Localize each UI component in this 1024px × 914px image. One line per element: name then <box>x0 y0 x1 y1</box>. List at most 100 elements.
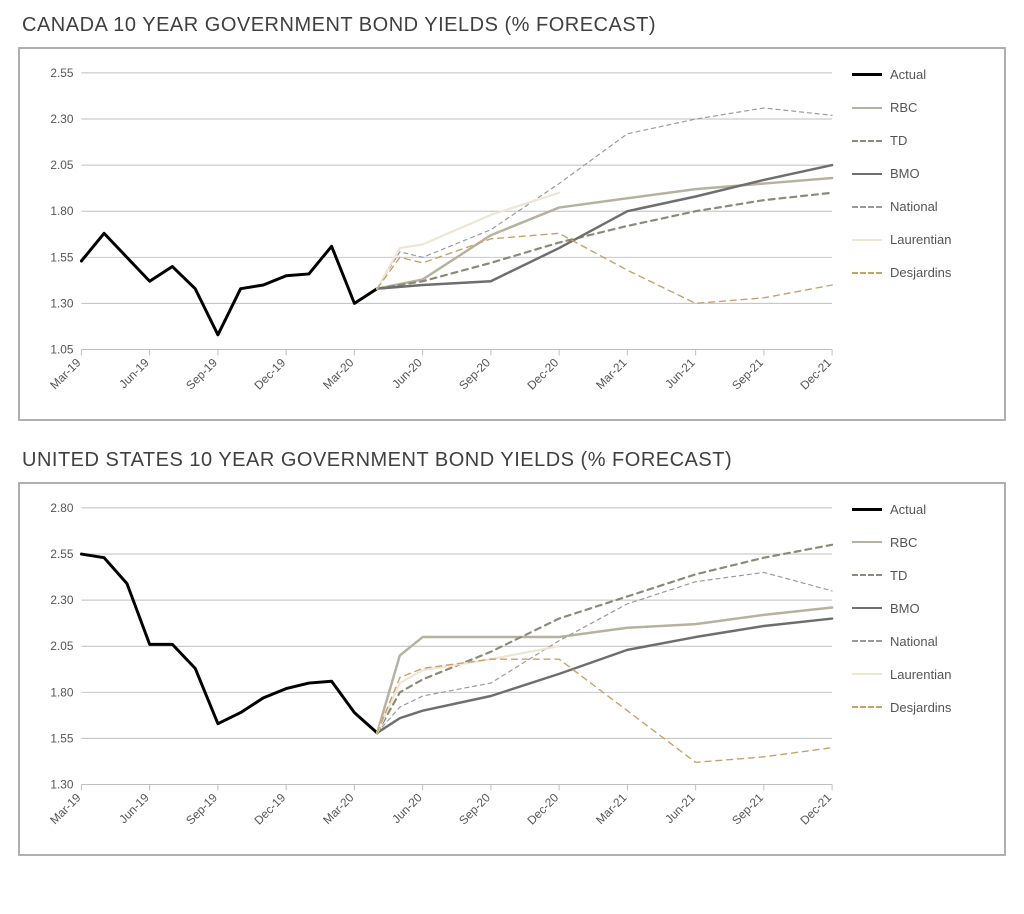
legend-item-rbc: RBC <box>852 100 992 115</box>
x-tick-label: Jun-21 <box>662 355 698 391</box>
y-tick-label: 2.05 <box>50 158 73 172</box>
y-tick-label: 2.55 <box>50 547 73 561</box>
y-tick-label: 2.05 <box>50 639 73 653</box>
series-line-bmo <box>377 618 832 732</box>
legend-swatch <box>852 140 882 142</box>
legend-label: National <box>890 199 938 214</box>
legend-item-bmo: BMO <box>852 166 992 181</box>
x-tick-label: Sep-19 <box>183 355 220 392</box>
legend-item-actual: Actual <box>852 67 992 82</box>
legend-label: Desjardins <box>890 265 951 280</box>
series-line-national <box>377 108 832 289</box>
legend-label: Actual <box>890 67 926 82</box>
legend-item-national: National <box>852 634 992 649</box>
series-line-laurentian <box>377 646 559 733</box>
chart-frame-canada: 1.05 1.30 1.55 1.80 2.05 2.30 2.55 Mar-19 Jun-19… <box>18 47 1006 421</box>
y-tick-label: 1.80 <box>50 204 73 218</box>
x-tick-label: Mar-19 <box>47 355 84 392</box>
legend-swatch <box>852 706 882 708</box>
legend-item-bmo: BMO <box>852 601 992 616</box>
x-tick-label: Dec-20 <box>524 790 561 827</box>
legend-label: RBC <box>890 100 917 115</box>
series-line-actual <box>81 233 377 334</box>
legend-swatch <box>852 607 882 609</box>
legend-item-laurentian: Laurentian <box>852 232 992 247</box>
y-tick-label: 2.30 <box>50 593 73 607</box>
x-tick-label: Dec-19 <box>251 790 288 827</box>
legend-swatch <box>852 239 882 241</box>
x-tick-label: Mar-21 <box>593 355 630 392</box>
x-tick-label: Jun-20 <box>389 355 425 391</box>
y-tick-label: 1.30 <box>50 296 73 310</box>
legend-label: Laurentian <box>890 667 951 682</box>
legend-swatch <box>852 73 882 76</box>
legend-item-td: TD <box>852 133 992 148</box>
legend-label: BMO <box>890 166 920 181</box>
legend-item-rbc: RBC <box>852 535 992 550</box>
legend-swatch <box>852 173 882 175</box>
legend-swatch <box>852 673 882 675</box>
x-tick-label: Sep-20 <box>456 790 493 827</box>
x-tick-label: Sep-21 <box>729 355 766 392</box>
y-tick-label: 1.05 <box>50 342 73 356</box>
series-line-laurentian <box>377 193 559 289</box>
legend-swatch <box>852 574 882 576</box>
legend-item-national: National <box>852 199 992 214</box>
series-line-rbc <box>377 178 832 289</box>
legend-item-td: TD <box>852 568 992 583</box>
legend-label: TD <box>890 133 907 148</box>
x-tick-label: Dec-20 <box>524 355 561 392</box>
y-tick-label: 2.55 <box>50 67 73 80</box>
legend-label: TD <box>890 568 907 583</box>
series-line-actual <box>81 554 377 733</box>
legend-item-laurentian: Laurentian <box>852 667 992 682</box>
x-tick-label: Dec-19 <box>251 355 288 392</box>
chart-block-canada: CANADA 10 YEAR GOVERNMENT BOND YIELDS (%… <box>18 14 1006 421</box>
x-tick-label: Sep-21 <box>729 790 766 827</box>
legend-label: Laurentian <box>890 232 951 247</box>
legend-us: Actual RBC TD BMO National Laurentian Desjardi… <box>842 502 992 846</box>
legend-item-desjardins: Desjardins <box>852 265 992 280</box>
legend-swatch <box>852 206 882 208</box>
x-tick-label: Sep-20 <box>456 355 493 392</box>
series-line-national <box>377 572 832 732</box>
x-tick-label: Mar-19 <box>47 790 84 827</box>
legend-label: Actual <box>890 502 926 517</box>
x-tick-label: Jun-21 <box>662 790 698 826</box>
legend-swatch <box>852 508 882 511</box>
chart-frame-us: 1.30 1.55 1.80 2.05 2.30 2.55 2.80 Mar-19 Jun-19… <box>18 482 1006 856</box>
x-tick-label: Mar-20 <box>320 355 357 392</box>
y-tick-label: 2.30 <box>50 112 73 126</box>
y-tick-label: 2.80 <box>50 502 73 515</box>
x-tick-label: Dec-21 <box>797 790 834 827</box>
x-tick-label: Mar-21 <box>593 790 630 827</box>
legend-label: RBC <box>890 535 917 550</box>
series-line-desjardins <box>377 659 832 762</box>
legend-label: BMO <box>890 601 920 616</box>
x-tick-label: Jun-19 <box>116 790 152 826</box>
y-tick-label: 1.80 <box>50 685 73 699</box>
series-line-desjardins <box>377 233 832 303</box>
legend-label: National <box>890 634 938 649</box>
legend-swatch <box>852 541 882 543</box>
x-tick-label: Jun-20 <box>389 790 425 826</box>
x-tick-label: Jun-19 <box>116 355 152 391</box>
y-tick-label: 1.55 <box>50 731 73 745</box>
legend-swatch <box>852 640 882 642</box>
y-tick-label: 1.30 <box>50 777 73 791</box>
x-tick-label: Mar-20 <box>320 790 357 827</box>
legend-canada: Actual RBC TD BMO National Laurentian Desjardi… <box>842 67 992 411</box>
legend-swatch <box>852 272 882 274</box>
chart-block-us: UNITED STATES 10 YEAR GOVERNMENT BOND YI… <box>18 449 1006 856</box>
legend-item-desjardins: Desjardins <box>852 700 992 715</box>
chart-svg-canada: 1.05 1.30 1.55 1.80 2.05 2.30 2.55 Mar-19 Jun-19… <box>32 67 842 411</box>
x-tick-label: Dec-21 <box>797 355 834 392</box>
legend-item-actual: Actual <box>852 502 992 517</box>
y-tick-label: 1.55 <box>50 250 73 264</box>
x-tick-label: Sep-19 <box>183 790 220 827</box>
chart-title-canada: CANADA 10 YEAR GOVERNMENT BOND YIELDS (%… <box>22 14 1006 37</box>
chart-title-us: UNITED STATES 10 YEAR GOVERNMENT BOND YI… <box>22 449 1006 472</box>
series-line-td <box>377 193 832 289</box>
legend-swatch <box>852 107 882 109</box>
legend-label: Desjardins <box>890 700 951 715</box>
